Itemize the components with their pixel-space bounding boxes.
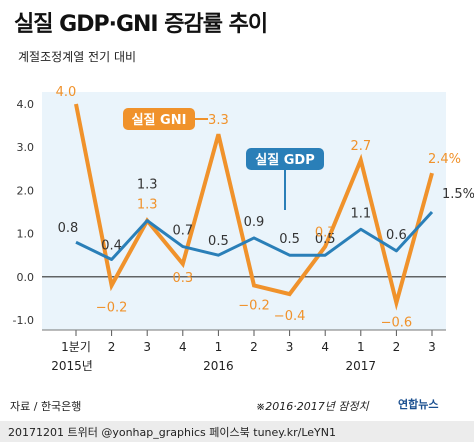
gdp-data-label: 0.5 <box>208 234 229 249</box>
gdp-legend-box <box>246 148 324 170</box>
gni-data-label: 1.3 <box>137 198 158 213</box>
gdp-data-label: 0.9 <box>244 215 265 230</box>
year-label: 2015년 <box>51 359 93 373</box>
gni-line <box>74 103 434 311</box>
gdp-data-label: 0.8 <box>58 221 79 236</box>
y-tick-label: 4.0 <box>17 98 35 111</box>
subtitle: 계절조정계열 전기 대비 <box>18 50 137 64</box>
gni-data-label: −0.6 <box>381 316 413 331</box>
gni-legend-label: 실질 GNI <box>132 112 187 128</box>
logo: 연합뉴스 <box>398 398 439 411</box>
x-tick-label: 4 <box>179 340 187 354</box>
gdp-data-label: 0.5 <box>315 232 336 247</box>
x-tick-label: 4 <box>321 340 329 354</box>
source-text: 자료 / 한국은행 <box>10 400 82 413</box>
gni-data-label: −0.2 <box>238 298 270 313</box>
y-tick-label: 1.0 <box>17 228 35 241</box>
gdp-data-label: 0.5 <box>279 232 300 247</box>
gni-data-label: 2.7 <box>350 139 371 154</box>
y-tick-label: 2.0 <box>17 184 35 197</box>
gdp-legend-label: 실질 GDP <box>255 152 314 168</box>
plot-background <box>42 92 446 330</box>
gni-data-label: 2.4% <box>428 152 461 167</box>
gdp-data-label: 0.7 <box>172 224 193 239</box>
year-label: 2016 <box>203 359 234 373</box>
y-tick-label: 3.0 <box>17 141 35 154</box>
gni-data-label: −0.2 <box>96 300 128 315</box>
x-tick-label: 1 <box>357 340 365 354</box>
gdp-data-label: 0.4 <box>101 239 122 254</box>
x-tick-label: 3 <box>143 340 151 354</box>
x-tick-label: 3 <box>286 340 294 354</box>
year-label: 2017 <box>346 359 377 373</box>
gdp-line <box>75 210 434 262</box>
x-tick-label: 1분기 <box>61 340 91 354</box>
gni-data-label: −0.4 <box>274 309 306 324</box>
gdp-data-label: 1.1 <box>350 206 371 221</box>
gni-legend-box <box>123 108 195 130</box>
x-tick-label: 2 <box>108 340 116 354</box>
y-tick-label: -1.0 <box>13 314 34 327</box>
x-tick-label: 2 <box>250 340 258 354</box>
gni-data-label: 3.3 <box>208 113 229 128</box>
gdp-data-label: 1.3 <box>137 178 158 193</box>
x-tick-label: 3 <box>428 340 436 354</box>
gdp-data-label: 0.6 <box>386 228 407 243</box>
note-text: ※2016·2017년 잠정치 <box>256 400 369 413</box>
x-tick-label: 2 <box>393 340 401 354</box>
x-tick-label: 1 <box>215 340 223 354</box>
gdp-data-label: 1.5% <box>442 187 474 202</box>
gni-data-label: 4.0 <box>56 85 77 100</box>
chart: 4.0 3.0 2.0 1.0 0.0 -1.0 1분기 2 3 4 1 2 3 4 1 2 3 2015년 201… <box>13 85 474 373</box>
gni-data-label: 0.7 <box>315 226 336 241</box>
footer-bar: 20171201 트위터 @yonhap_graphics 페이스북 tuney… <box>0 421 474 442</box>
footer-text: 20171201 트위터 @yonhap_graphics 페이스북 tuney… <box>8 426 336 439</box>
page-title: 실질 GDP·GNI 증감률 추이 <box>14 12 268 37</box>
y-tick-label: 0.0 <box>17 271 35 284</box>
gni-data-label: 0.3 <box>172 271 193 286</box>
